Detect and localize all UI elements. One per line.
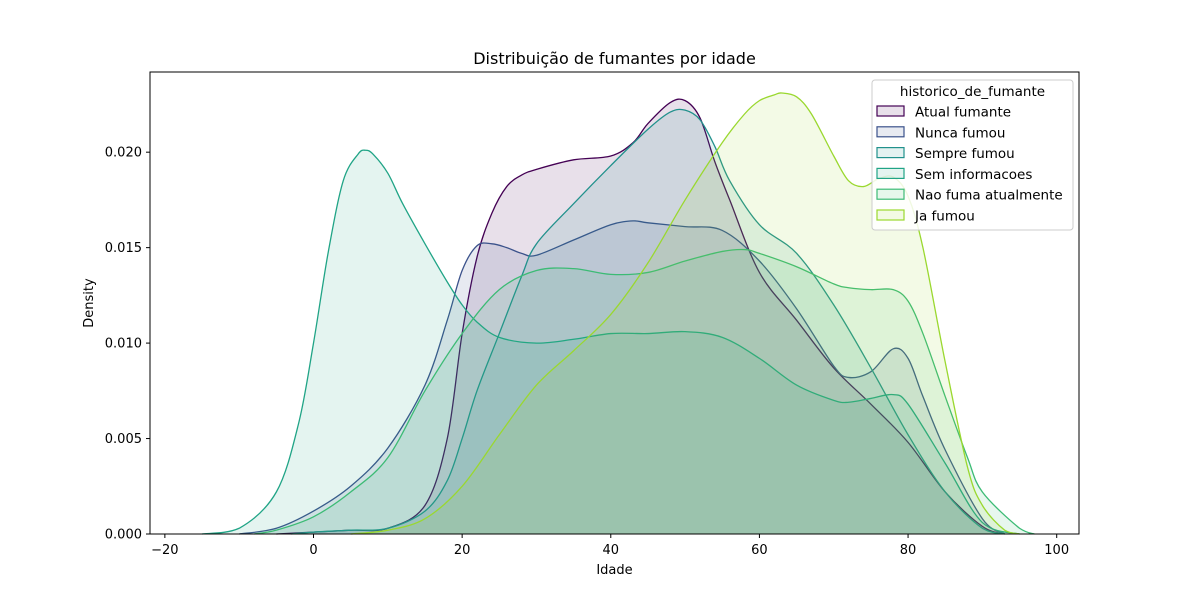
density-line: [239, 220, 1006, 535]
y-axis: 0.000 0.005 0.010 0.015 0.020: [105, 146, 150, 543]
x-axis-label: Idade: [596, 563, 632, 578]
legend-label: Nunca fumou: [915, 125, 1005, 141]
y-tick-label: 0.005: [105, 432, 142, 447]
series-4: [201, 149, 1020, 535]
x-tick-label: 100: [1044, 543, 1069, 558]
y-tick-label: 0.020: [105, 146, 142, 161]
y-tick-label: 0.015: [105, 241, 142, 256]
series-3: [291, 108, 1005, 535]
plot-frame: [149, 71, 1080, 535]
chart-title: Distribuição de fumantes por idade: [473, 49, 756, 68]
legend-box: [871, 79, 1074, 231]
y-tick-label: 0.000: [105, 528, 142, 543]
y-tick-label: 0.010: [105, 337, 142, 352]
y-axis-label: Density: [82, 278, 97, 328]
series-2: [239, 220, 1006, 535]
density-line: [291, 108, 1005, 535]
series-layer: [201, 92, 1035, 535]
legend-swatch: [876, 147, 905, 159]
legend-title: historico_de_fumante: [900, 84, 1045, 100]
density-area: [254, 249, 1035, 534]
series-5: [253, 248, 1035, 535]
legend-label: Sempre fumou: [915, 146, 1015, 162]
x-tick-label: 20: [454, 543, 471, 558]
legend-label: Atual fumante: [915, 105, 1011, 121]
density-line: [253, 248, 1035, 535]
density-area: [202, 150, 1020, 534]
legend-swatch: [876, 188, 905, 200]
density-area: [350, 92, 1020, 534]
legend: historico_de_fumante Atual fumante Nunca f…: [871, 79, 1074, 231]
density-area: [276, 99, 1005, 534]
density-area: [291, 109, 1005, 535]
density-area: [239, 220, 1005, 534]
legend-label: Ja fumou: [914, 209, 975, 225]
series-6: [350, 92, 1020, 535]
x-axis: −20 0 20 40 60 80 100: [151, 534, 1069, 558]
x-tick-label: 80: [900, 543, 917, 558]
legend-swatch: [876, 126, 905, 138]
x-tick-label: −20: [151, 543, 178, 558]
x-tick-label: 40: [603, 543, 620, 558]
legend-swatch: [876, 167, 905, 179]
density-line: [350, 92, 1020, 535]
x-tick-label: 0: [309, 543, 317, 558]
legend-swatch: [876, 105, 905, 117]
legend-swatch: [876, 209, 905, 221]
x-tick-label: 60: [751, 543, 768, 558]
density-line: [201, 149, 1020, 535]
legend-label: Sem informacoes: [915, 167, 1032, 183]
legend-label: Nao fuma atualmente: [915, 188, 1063, 204]
